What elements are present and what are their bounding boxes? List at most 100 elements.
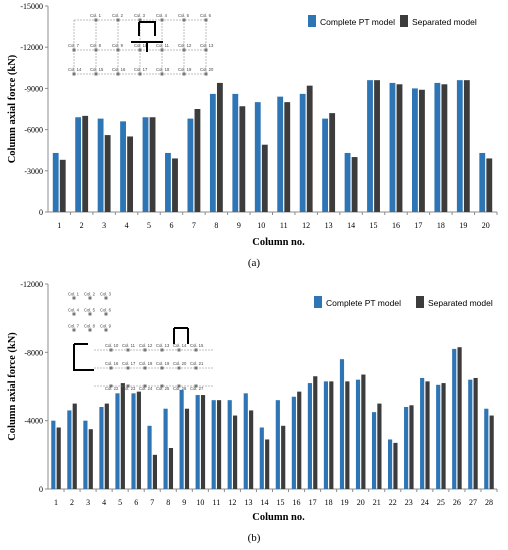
inset-column-label: Col. 4	[156, 13, 168, 18]
inset-column-marker	[72, 312, 76, 316]
inset-column-marker	[88, 312, 92, 316]
bar-separated-col-8	[216, 82, 223, 212]
inset-column-marker	[72, 328, 76, 332]
bar-complete-col-14	[344, 152, 351, 212]
inset-column-label: Col. 14	[68, 67, 82, 72]
bar-complete-col-15	[367, 80, 373, 212]
inset-column-marker	[94, 48, 98, 52]
y-tick-label: -4000	[24, 417, 43, 426]
plan-inset: Col. 1 Col. 2 Col. 3 Col. 4 Col. 5 Col. 6 Col.…	[68, 13, 214, 76]
x-tick-label: 4	[102, 498, 106, 507]
x-tick-label: 21	[373, 498, 381, 507]
x-tick-label: 6	[134, 498, 138, 507]
x-tick-label: 19	[341, 498, 349, 507]
bar-complete-col-1	[51, 420, 56, 489]
inset-column-marker	[160, 366, 164, 370]
inset-column-label: Col. 2	[112, 13, 124, 18]
inset-column-marker	[72, 72, 76, 76]
inset-column-marker	[160, 384, 164, 388]
bar-separated-col-25	[441, 383, 446, 489]
legend-swatch-complete	[308, 15, 316, 27]
inset-column-label: Col. 1	[68, 292, 80, 297]
inset-column-label: Col. 18	[156, 67, 170, 72]
inset-column-marker	[182, 72, 186, 76]
x-axis-title: Column no.	[252, 512, 305, 523]
x-tick-label: 7	[192, 221, 196, 230]
removed-column-frame	[173, 327, 189, 344]
bar-separated-col-4	[104, 403, 109, 489]
inset-column-label: Col. 12	[178, 43, 192, 48]
bar-complete-col-17	[411, 88, 418, 212]
x-tick-label: 2	[80, 221, 84, 230]
bar-complete-col-28	[484, 408, 489, 489]
bar-complete-col-3	[83, 420, 88, 489]
inset-column-label: Col. 17	[122, 361, 136, 366]
bar-separated-col-20	[486, 158, 493, 212]
inset-column-label: Col. 18	[139, 361, 153, 366]
inset-column-label: Col. 8	[90, 43, 102, 48]
x-tick-label: 18	[325, 498, 333, 507]
x-tick-label: 11	[213, 498, 221, 507]
bar-separated-col-1	[56, 427, 61, 489]
x-tick-label: 17	[414, 221, 422, 230]
inset-column-marker	[109, 366, 113, 370]
y-tick-label: -12000	[20, 280, 43, 289]
inset-column-marker	[126, 384, 130, 388]
x-tick-label: 14	[260, 498, 268, 507]
inset-column-label: Col. 24	[139, 386, 153, 391]
y-tick-label: -15000	[20, 2, 43, 11]
inset-column-label: Col. 15	[190, 343, 204, 348]
x-tick-label: 16	[392, 221, 400, 230]
inset-column-label: Col. 21	[190, 361, 204, 366]
legend-swatch-separated	[416, 296, 424, 308]
inset-column-label: Col. 13	[200, 43, 214, 48]
inset-column-marker	[109, 384, 113, 388]
removed-column-frame	[131, 41, 163, 52]
bar-complete-col-13	[322, 118, 329, 212]
bar-separated-col-21	[377, 403, 382, 489]
bar-complete-col-8	[163, 408, 168, 489]
x-tick-label: 28	[485, 498, 493, 507]
inset-column-label: Col. 20	[200, 67, 214, 72]
inset-column-label: Col. 14	[173, 343, 187, 348]
inset-column-marker	[109, 348, 113, 352]
bar-separated-col-6	[172, 158, 178, 212]
bar-complete-col-10	[195, 395, 200, 489]
bar-complete-col-22	[387, 439, 393, 489]
x-tick-label: 15	[370, 221, 378, 230]
x-tick-label: 11	[280, 221, 288, 230]
bar-separated-col-4	[127, 136, 134, 212]
bar-separated-col-15	[374, 80, 380, 212]
bar-complete-col-4	[120, 121, 126, 212]
inset-column-marker	[138, 18, 142, 22]
inset-column-label: Col. 7	[68, 324, 80, 329]
x-tick-label: 7	[150, 498, 154, 507]
x-tick-label: 10	[257, 221, 265, 230]
bar-separated-col-14	[265, 439, 270, 489]
inset-column-label: Col. 11	[122, 343, 136, 348]
bar-separated-col-24	[425, 381, 430, 489]
x-axis-title: Column no.	[252, 237, 305, 248]
x-tick-label: 20	[482, 221, 490, 230]
legend-label-complete: Complete PT model	[320, 17, 395, 27]
figure-caption: (b)	[248, 532, 261, 544]
bar-complete-col-12	[299, 93, 306, 212]
x-tick-label: 18	[437, 221, 445, 230]
bar-complete-col-5	[142, 117, 149, 212]
inset-column-marker	[94, 18, 98, 22]
inset-column-marker	[177, 384, 181, 388]
bar-separated-col-22	[393, 442, 398, 489]
y-tick-label: 0	[39, 485, 43, 494]
inset-column-label: Col. 25	[156, 386, 170, 391]
x-tick-label: 24	[421, 498, 429, 507]
inset-column-marker	[160, 48, 164, 52]
bar-complete-col-1	[52, 152, 59, 212]
x-tick-label: 22	[389, 498, 397, 507]
inset-column-marker	[116, 48, 120, 52]
x-tick-label: 15	[277, 498, 285, 507]
x-tick-label: 27	[469, 498, 477, 507]
y-tick-label: -12000	[20, 43, 43, 52]
bar-complete-col-15	[275, 400, 280, 489]
x-tick-label: 3	[102, 221, 106, 230]
